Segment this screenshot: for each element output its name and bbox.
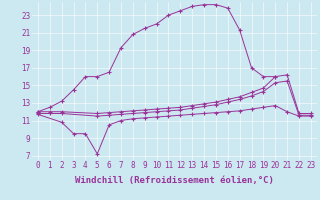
X-axis label: Windchill (Refroidissement éolien,°C): Windchill (Refroidissement éolien,°C): [75, 176, 274, 185]
